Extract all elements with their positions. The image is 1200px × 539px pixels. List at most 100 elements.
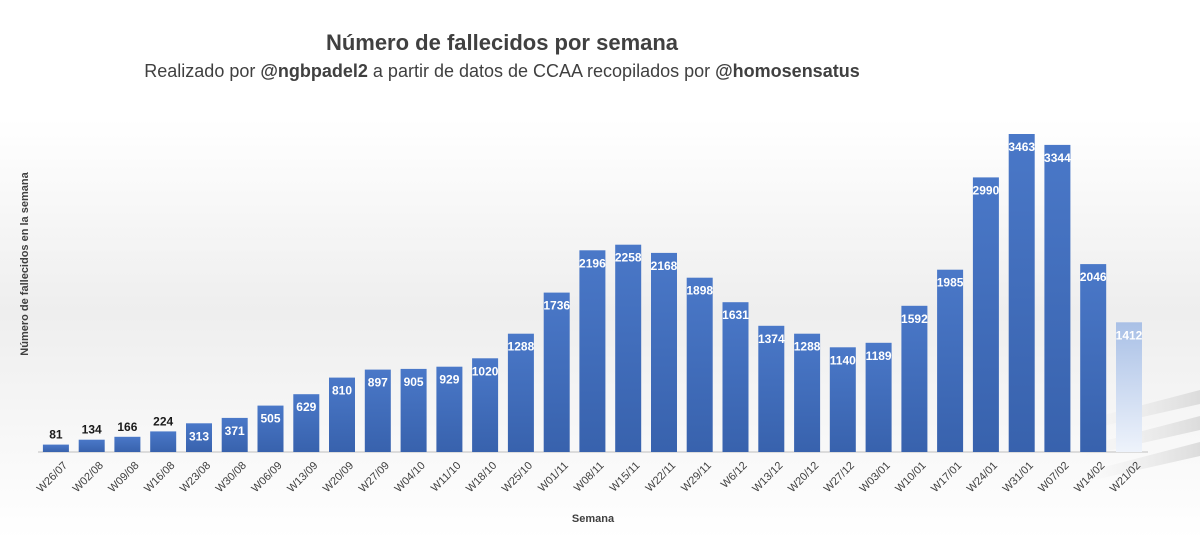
value-label: 1189 (866, 349, 892, 363)
bar-w22-11 (651, 252, 677, 452)
value-label: 3344 (1044, 151, 1071, 165)
bar-w23-08 (186, 423, 212, 452)
x-tick-label: W03/01 (858, 460, 893, 495)
value-label: 1374 (758, 332, 785, 346)
bar-w18-10 (472, 358, 499, 452)
x-tick-label: W11/10 (429, 460, 464, 495)
bar-w13-12 (758, 325, 785, 452)
value-label: 629 (296, 400, 316, 414)
bar-w17-01 (937, 269, 964, 452)
bar-w07-02 (1044, 144, 1071, 452)
bar-w06-09 (257, 405, 284, 452)
value-label: 1288 (794, 340, 821, 354)
bar-w27-09 (364, 369, 391, 452)
bar-w02-08 (78, 439, 105, 452)
x-tick-label: W13/09 (285, 460, 320, 495)
y-axis-label: Número de fallecidos en la semana (19, 171, 31, 355)
value-label: 810 (332, 384, 352, 398)
value-label: 1592 (901, 312, 928, 326)
chart-title: Número de fallecidos por semana (325, 30, 679, 55)
x-tick-label: W30/08 (214, 460, 249, 495)
bar-w31-01 (1008, 134, 1035, 452)
bar-w10-01 (901, 305, 928, 452)
bar-w14-02 (1080, 264, 1107, 452)
x-tick-label: W20/12 (786, 460, 821, 495)
value-label: 905 (404, 375, 424, 389)
x-tick-label: W6/12 (719, 460, 750, 491)
x-tick-label: W25/10 (500, 460, 535, 495)
x-tick-label: W17/01 (929, 460, 964, 495)
value-label: 1736 (543, 299, 570, 313)
bar-w09-08 (114, 436, 141, 452)
subtitle-author: @ngbpadel2 (260, 61, 368, 81)
bar-w24-01 (972, 177, 999, 452)
subtitle-source: @homosensatus (715, 61, 860, 81)
value-label: 2990 (973, 183, 1000, 197)
x-tick-label: W09/08 (106, 460, 141, 495)
x-tick-label: W27/09 (357, 460, 392, 495)
value-label: 929 (439, 373, 459, 387)
bar-w13-09 (293, 394, 320, 452)
chart-subtitle: Realizado por @ngbpadel2 a partir de dat… (0, 61, 1004, 82)
bar-w04-10 (400, 368, 427, 452)
x-tick-label: W22/11 (644, 460, 679, 495)
value-label: 1140 (830, 353, 856, 367)
bar-w03-01 (865, 342, 892, 452)
value-label: 371 (225, 424, 245, 438)
value-label: 1288 (508, 340, 535, 354)
value-label: 2196 (579, 256, 606, 270)
value-label: 313 (189, 429, 209, 443)
value-label: 3463 (1008, 140, 1035, 154)
value-label: 224 (153, 414, 173, 428)
x-tick-label: W06/09 (249, 460, 284, 495)
reflection-band (1085, 416, 1200, 456)
x-tick-label: W15/11 (608, 460, 643, 495)
bar-w29-11 (686, 277, 713, 452)
value-label: 897 (368, 376, 388, 390)
x-tick-label: W02/08 (71, 460, 106, 495)
reflection-band (1085, 442, 1200, 482)
value-label: 1020 (472, 364, 499, 378)
x-tick-label: W13/12 (750, 460, 785, 495)
bar-w20-12 (794, 333, 821, 452)
x-tick-label: W27/12 (822, 460, 857, 495)
x-tick-label: W26/07 (35, 460, 70, 495)
bar-w27-12 (829, 347, 856, 452)
subtitle-middle: a partir de datos de CCAA recopilados po… (367, 61, 716, 81)
bar-w15-11 (615, 244, 642, 452)
value-label: 505 (260, 412, 280, 426)
bar-w08-11 (579, 250, 606, 452)
x-tick-label: W18/10 (464, 460, 499, 495)
bar-w25-10 (507, 333, 534, 452)
value-label: 2168 (651, 259, 678, 273)
floor-reflection (1085, 390, 1200, 482)
value-label: 1898 (686, 284, 713, 298)
value-label: 1631 (722, 308, 749, 322)
value-label: 134 (82, 423, 102, 437)
bar-w26-07 (42, 444, 69, 452)
x-axis-label: Semana (572, 513, 615, 525)
x-tick-label: W29/11 (679, 460, 714, 495)
value-label: 81 (49, 428, 63, 442)
x-tick-label: W16/08 (142, 460, 177, 495)
x-tick-label: W23/08 (178, 460, 213, 495)
value-label: 166 (117, 420, 137, 434)
x-tick-label: W10/01 (893, 460, 928, 495)
x-tick-label: W01/11 (536, 460, 571, 495)
value-label: 2046 (1080, 270, 1107, 284)
x-tick-label: W04/10 (393, 460, 428, 495)
value-label: 2258 (615, 251, 642, 265)
bar-w11-10 (436, 366, 463, 452)
x-tick-label: W31/01 (1001, 460, 1036, 495)
x-tick-label: W20/09 (321, 460, 356, 495)
x-tick-label: W24/01 (965, 460, 1000, 495)
x-tick-label: W08/11 (572, 460, 607, 495)
value-label: 1412 (1116, 328, 1143, 342)
subtitle-prefix: Realizado por (144, 61, 261, 81)
bar-w16-08 (150, 431, 177, 452)
bar-w21-02 (1116, 322, 1142, 452)
bar-w6-12 (722, 302, 749, 452)
x-tick-label: W07/02 (1036, 460, 1071, 495)
bar-w30-08 (221, 417, 248, 452)
